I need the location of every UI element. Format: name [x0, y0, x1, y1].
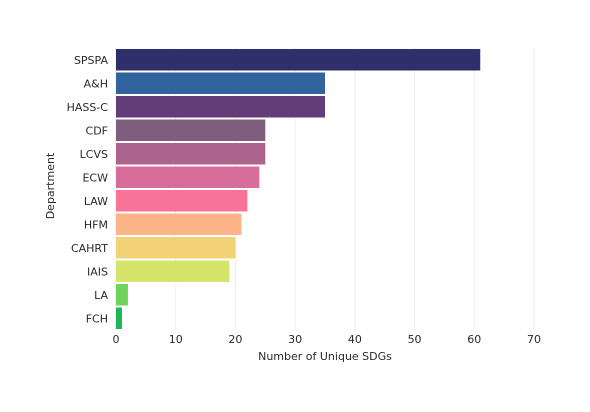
- category-label: HASS-C: [67, 101, 109, 114]
- category-label: ECW: [82, 171, 108, 184]
- category-label: FCH: [86, 312, 108, 325]
- bar: [116, 307, 122, 329]
- x-tick-label: 10: [169, 333, 183, 346]
- bar: [116, 119, 266, 141]
- bar: [116, 190, 248, 212]
- bar: [116, 143, 266, 165]
- y-axis-title: Department: [44, 152, 57, 219]
- category-label: A&H: [84, 77, 108, 90]
- category-label: IAIS: [87, 265, 108, 278]
- bar: [116, 96, 325, 118]
- category-labels: SPSPA A&H HASS-C CDF LCVS ECW LAW HFM CAHRT IAIS L…: [67, 54, 109, 326]
- x-tick-label: 40: [348, 333, 362, 346]
- gridlines: [115, 48, 535, 330]
- x-tick-label: 20: [228, 333, 242, 346]
- category-label: CAHRT: [71, 242, 108, 255]
- bars: [116, 49, 481, 329]
- x-tick-label: 0: [113, 333, 120, 346]
- x-tick-label: 50: [408, 333, 422, 346]
- category-label: SPSPA: [74, 54, 109, 67]
- bar: [116, 284, 128, 306]
- bar: [116, 237, 236, 259]
- bar: [116, 72, 325, 94]
- category-label: LAW: [84, 195, 108, 208]
- x-tick-label: 30: [288, 333, 302, 346]
- bar: [116, 49, 481, 71]
- category-label: LA: [94, 289, 108, 302]
- bar: [116, 213, 242, 235]
- category-label: LCVS: [80, 148, 108, 161]
- bar: [116, 166, 260, 188]
- x-tick-label: 70: [527, 333, 541, 346]
- x-tick-labels: 0 10 20 30 40 50 60 70: [113, 333, 542, 346]
- category-label: HFM: [84, 218, 108, 231]
- category-label: CDF: [86, 124, 108, 137]
- x-axis-title: Number of Unique SDGs: [258, 350, 392, 363]
- bar: [116, 260, 230, 282]
- x-tick-label: 60: [467, 333, 481, 346]
